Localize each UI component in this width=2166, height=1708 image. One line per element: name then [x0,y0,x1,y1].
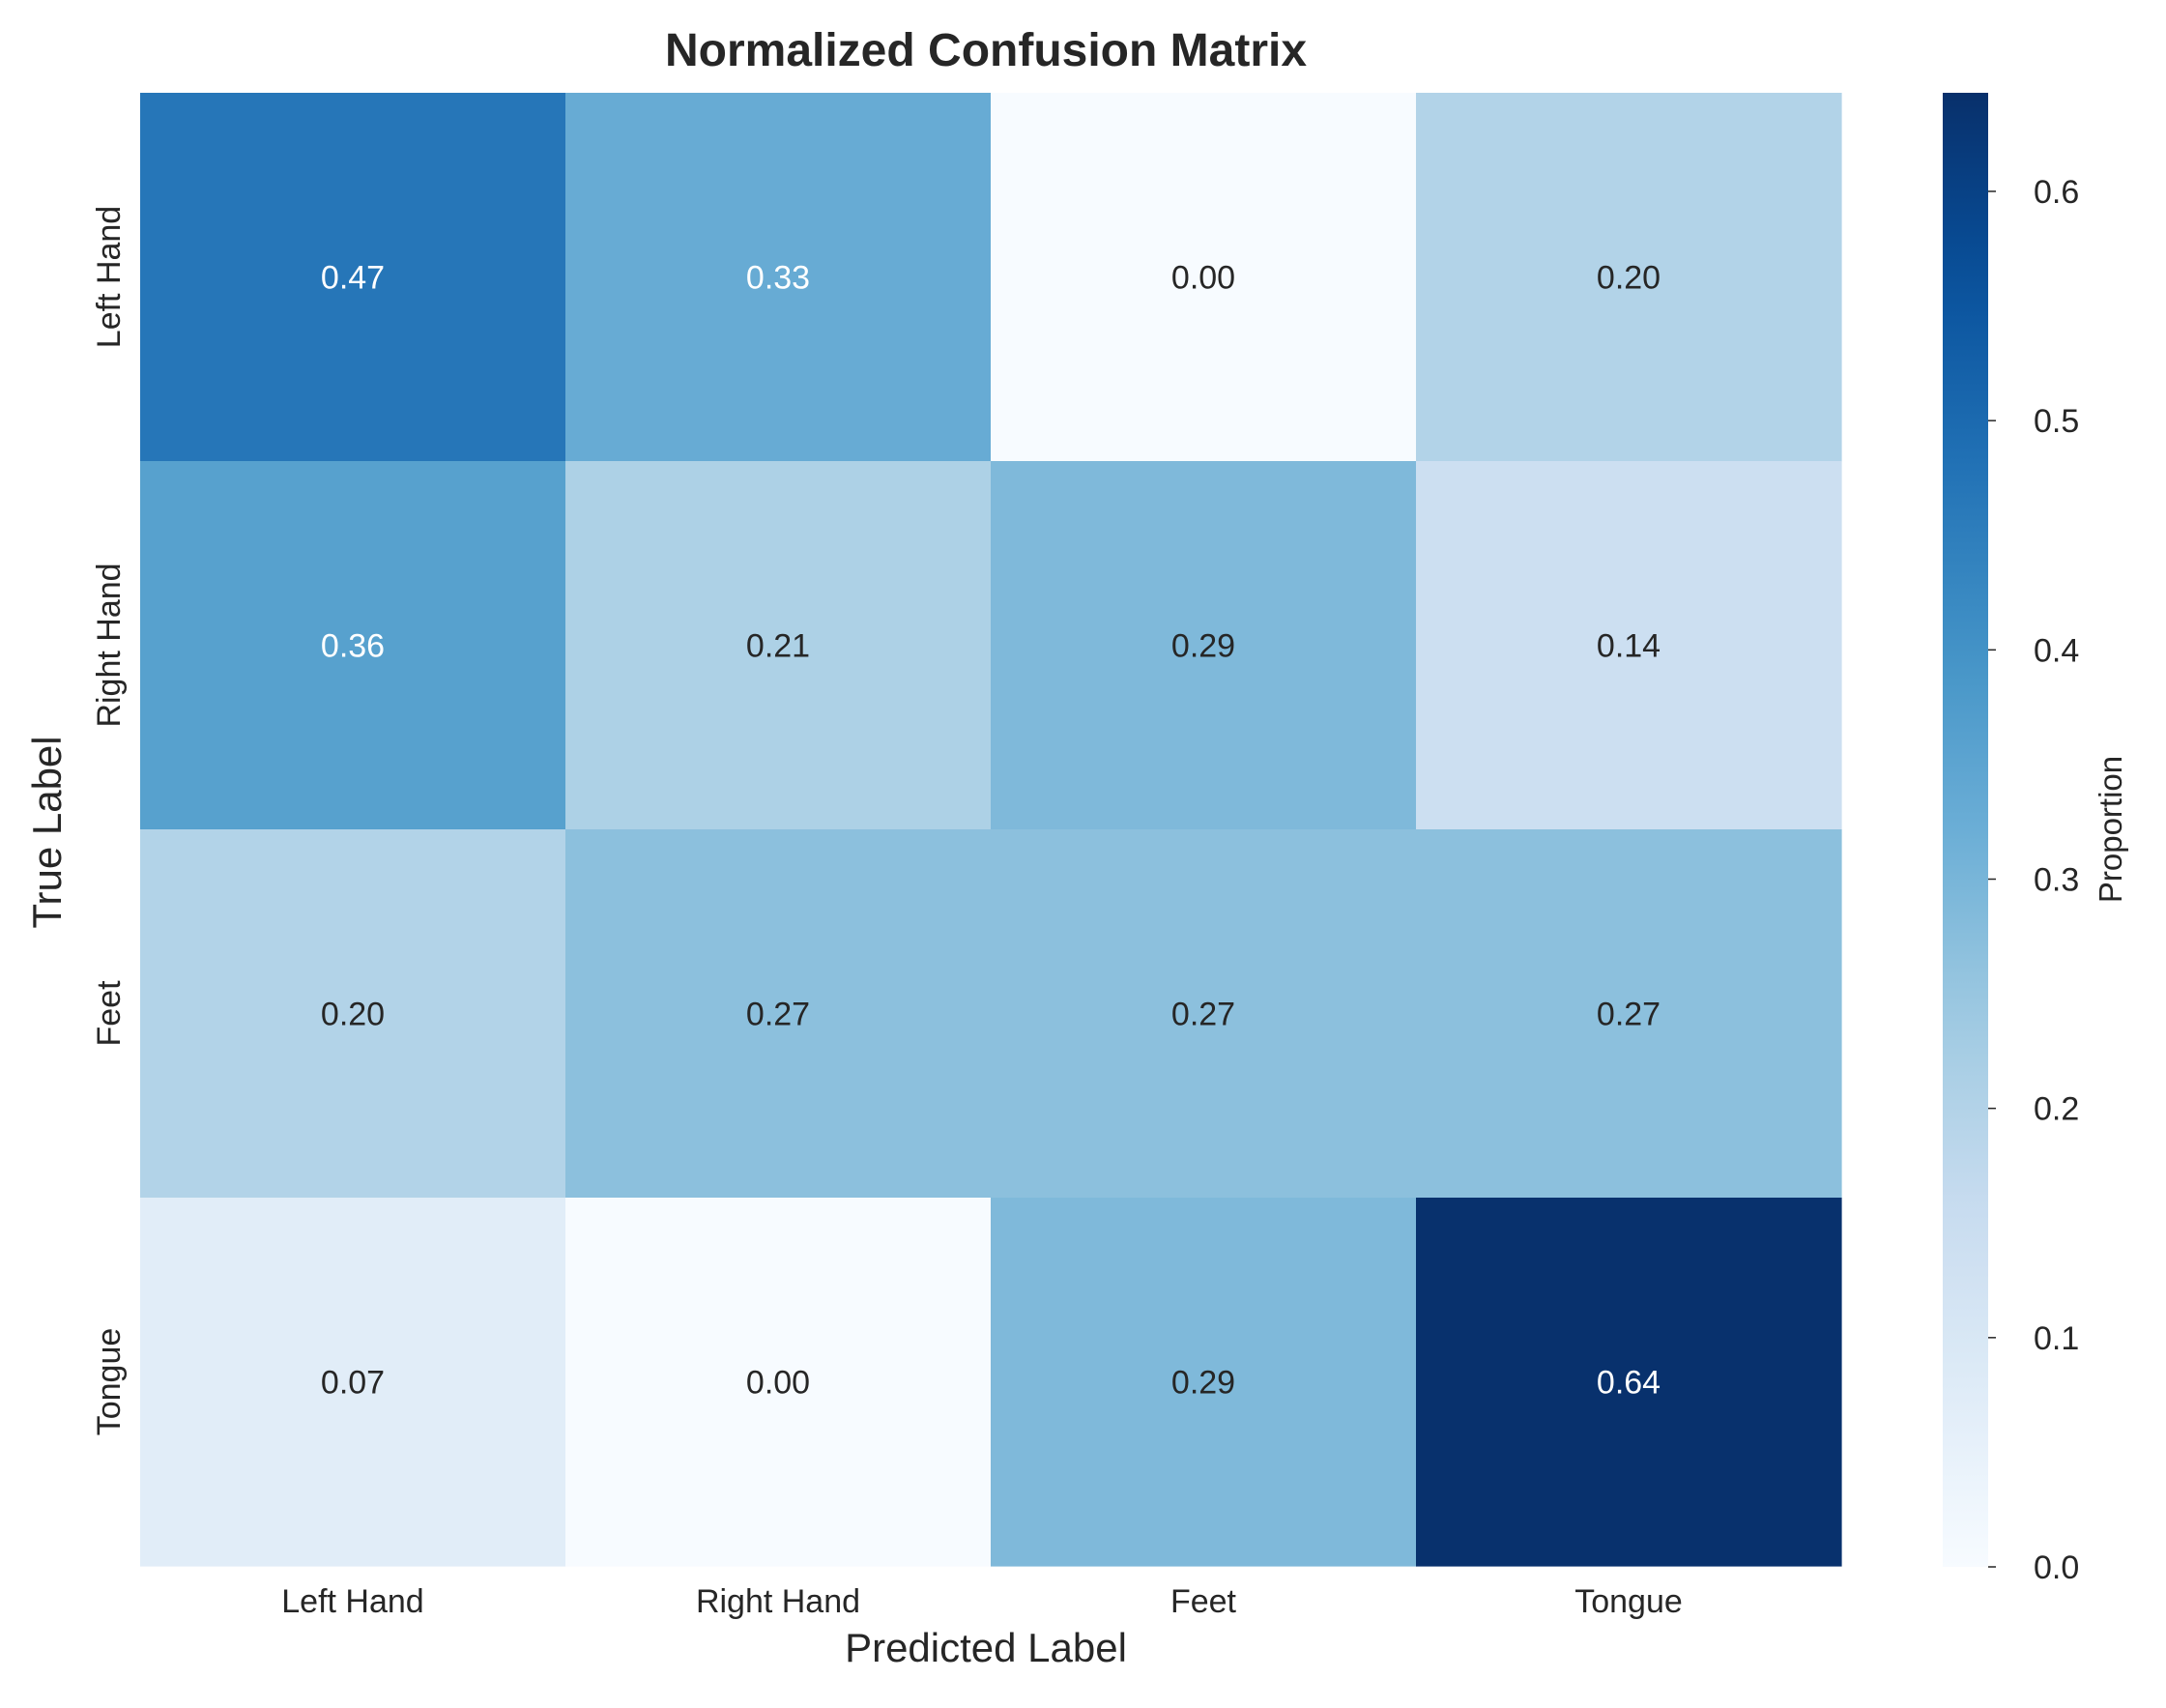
x-tick-label: Right Hand [696,1583,860,1620]
cell-annotation: 0.00 [746,1365,810,1402]
heatmap-cell [565,829,992,1199]
y-tick-label: Tongue [91,1328,128,1436]
heatmap-cell [565,461,992,830]
colorbar-tick-label: 0.4 [2034,632,2079,669]
colorbar-label: Proportion [2093,756,2128,903]
cell-annotation: 0.47 [321,260,385,297]
colorbar-tick-label: 0.5 [2034,403,2079,440]
heatmap-cell [140,1198,566,1567]
cell-annotation: 0.33 [746,260,810,297]
cell-annotation: 0.20 [321,997,385,1033]
cell-annotation: 0.27 [1171,997,1235,1033]
y-tick-label: Feet [91,980,128,1047]
x-tick-label: Feet [1170,1583,1237,1620]
heatmap-cell [1416,93,1842,462]
cell-annotation: 0.20 [1597,260,1661,297]
colorbar-ticks: 0.0 0.1 0.2 0.3 0.4 0.5 0.6 [1988,174,2079,1586]
x-tick-label: Tongue [1574,1583,1683,1620]
heatmap-cell [1416,829,1842,1199]
y-tick-label: Right Hand [91,563,128,727]
x-axis-label: Predicted Label [845,1625,1127,1670]
cell-annotation: 0.29 [1171,1365,1235,1402]
heatmap-cell [991,829,1417,1199]
heatmap-cell [565,1198,992,1567]
heatmap-cell [140,461,566,830]
colorbar-tick-label: 0.6 [2034,174,2079,211]
cell-annotation: 0.07 [321,1365,385,1402]
x-tick-label: Left Hand [281,1583,423,1620]
x-axis-ticks: Left Hand Right Hand Feet Tongue [281,1583,1683,1620]
heatmap-cell [1416,461,1842,830]
heatmap-cell [991,1198,1417,1567]
cell-annotation: 0.36 [321,628,385,665]
heatmap-cell [991,93,1417,462]
heatmap-cell [1416,1198,1842,1567]
colorbar [1943,93,1988,1567]
heatmap-cells [140,93,1842,1567]
cell-annotation: 0.00 [1171,260,1235,297]
heatmap-annotations: 0.47 0.33 0.00 0.20 0.36 0.21 0.29 0.14 0.20 0.27… [321,260,1661,1402]
cell-annotation: 0.29 [1171,628,1235,665]
heatmap-cell [565,93,992,462]
colorbar-tick-label: 0.3 [2034,861,2079,898]
y-tick-label: Left Hand [91,206,128,348]
colorbar-tick-label: 0.1 [2034,1320,2079,1357]
cell-annotation: 0.14 [1597,628,1661,665]
heatmap-cell [140,93,566,462]
y-axis-ticks: Left Hand Right Hand Feet Tongue [91,206,128,1436]
cell-annotation: 0.21 [746,628,810,665]
cell-annotation: 0.27 [746,997,810,1033]
cell-annotation: 0.64 [1597,1365,1661,1402]
heatmap-cell [991,461,1417,830]
y-axis-label: True Label [24,736,70,928]
heatmap-cell [140,829,566,1199]
colorbar-tick-label: 0.0 [2034,1549,2079,1586]
chart-title: Normalized Confusion Matrix [665,25,1307,76]
cell-annotation: 0.27 [1597,997,1661,1033]
colorbar-tick-label: 0.2 [2034,1091,2079,1128]
